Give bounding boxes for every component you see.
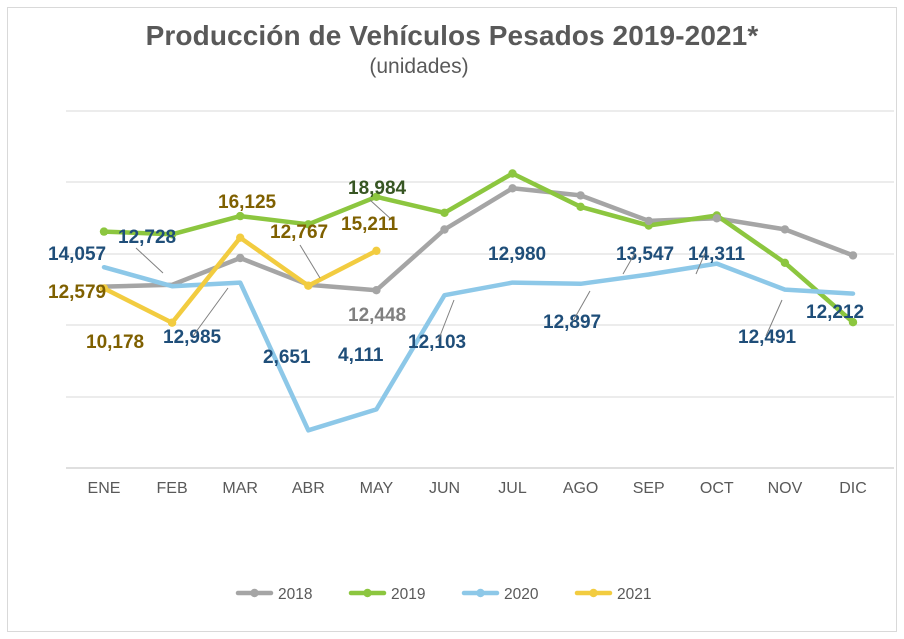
svg-text:12,980: 12,980 xyxy=(488,244,546,265)
svg-text:MAY: MAY xyxy=(360,480,394,497)
svg-text:2018: 2018 xyxy=(278,586,312,603)
svg-text:ENE: ENE xyxy=(88,480,121,497)
svg-text:12,985: 12,985 xyxy=(163,327,222,348)
svg-text:OCT: OCT xyxy=(700,480,734,497)
svg-text:2019: 2019 xyxy=(391,586,425,603)
svg-text:AGO: AGO xyxy=(563,480,599,497)
svg-text:12,728: 12,728 xyxy=(118,227,176,248)
svg-text:12,579: 12,579 xyxy=(48,282,106,303)
svg-text:18,984: 18,984 xyxy=(348,178,407,199)
svg-text:12,897: 12,897 xyxy=(543,312,601,333)
svg-text:JUN: JUN xyxy=(429,480,460,497)
svg-text:12,212: 12,212 xyxy=(806,302,864,323)
svg-text:16,125: 16,125 xyxy=(218,192,277,213)
svg-text:14,311: 14,311 xyxy=(688,244,745,265)
svg-text:2020: 2020 xyxy=(504,586,539,603)
svg-text:DIC: DIC xyxy=(839,480,867,497)
svg-text:10,178: 10,178 xyxy=(86,332,144,353)
svg-text:NOV: NOV xyxy=(768,480,803,497)
svg-text:2,651: 2,651 xyxy=(263,347,311,368)
svg-text:MAR: MAR xyxy=(222,480,258,497)
svg-text:4,111: 4,111 xyxy=(338,345,384,366)
svg-text:14,057: 14,057 xyxy=(48,244,106,265)
svg-text:ABR: ABR xyxy=(292,480,325,497)
svg-text:12,103: 12,103 xyxy=(408,332,466,353)
svg-text:15,211: 15,211 xyxy=(341,214,398,235)
svg-text:FEB: FEB xyxy=(157,480,188,497)
svg-text:12,448: 12,448 xyxy=(348,305,406,326)
svg-text:SEP: SEP xyxy=(633,480,665,497)
svg-text:13,547: 13,547 xyxy=(616,244,674,265)
svg-text:12,767: 12,767 xyxy=(270,222,328,243)
svg-text:JUL: JUL xyxy=(498,480,527,497)
svg-text:2021: 2021 xyxy=(617,586,651,603)
svg-text:12,491: 12,491 xyxy=(738,327,797,348)
